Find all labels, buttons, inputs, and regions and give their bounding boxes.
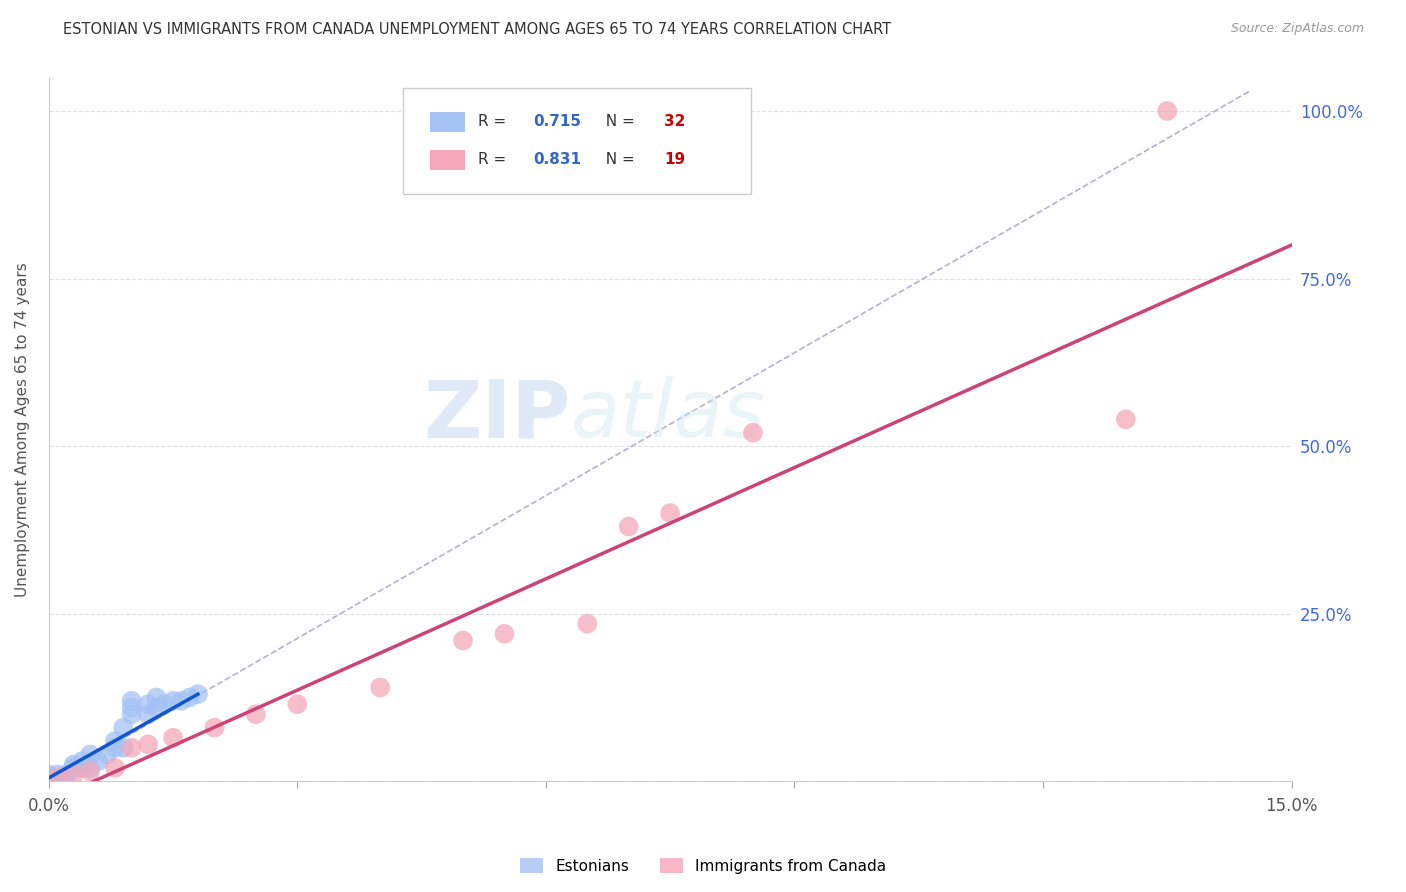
Point [576,616,599,631]
Text: R =: R = [478,153,510,168]
Text: 0.715: 0.715 [533,114,582,129]
Point [1156,103,1178,118]
Point [62,757,84,772]
Point [70,761,93,775]
Point [46,767,69,781]
Text: R =: R = [478,114,510,129]
Text: atlas: atlas [571,376,765,454]
Point [121,707,143,722]
Point [136,707,159,722]
Point [104,740,127,755]
Text: 0.831: 0.831 [533,153,582,168]
Point [187,687,209,701]
Y-axis label: Unemployment Among Ages 65 to 74 years: Unemployment Among Ages 65 to 74 years [15,262,30,597]
Point [121,694,143,708]
Point [38,774,60,789]
Text: 32: 32 [664,114,685,129]
Point [121,740,143,755]
Point [136,697,159,711]
Point [79,747,101,762]
Point [494,627,516,641]
Point [179,690,201,705]
Point [170,694,193,708]
Point [145,700,167,714]
Point [38,771,60,785]
Point [659,506,682,520]
Point [104,761,127,775]
Point [53,767,76,781]
Point [104,734,127,748]
Point [617,519,640,533]
Point [79,761,101,775]
Point [162,694,184,708]
Point [1115,412,1137,426]
Point [46,774,69,789]
Point [145,690,167,705]
Point [112,740,135,755]
Text: ESTONIAN VS IMMIGRANTS FROM CANADA UNEMPLOYMENT AMONG AGES 65 TO 74 YEARS CORREL: ESTONIAN VS IMMIGRANTS FROM CANADA UNEMP… [63,22,891,37]
Point [368,681,391,695]
FancyBboxPatch shape [430,112,465,132]
Point [62,761,84,775]
Text: 19: 19 [664,153,685,168]
Point [121,700,143,714]
Point [112,721,135,735]
Point [742,425,765,440]
Text: N =: N = [596,153,640,168]
Point [53,771,76,785]
Point [70,754,93,768]
Text: Source: ZipAtlas.com: Source: ZipAtlas.com [1230,22,1364,36]
Point [153,697,176,711]
Point [38,767,60,781]
Point [285,697,308,711]
Point [87,754,110,768]
Point [451,633,474,648]
Point [62,767,84,781]
Point [245,707,267,722]
Text: N =: N = [596,114,640,129]
Legend: Estonians, Immigrants from Canada: Estonians, Immigrants from Canada [515,852,891,880]
Point [204,721,226,735]
Text: ZIP: ZIP [423,376,571,454]
Point [96,747,118,762]
FancyBboxPatch shape [430,150,465,169]
Point [162,731,184,745]
Point [136,738,159,752]
Point [79,764,101,779]
Point [46,771,69,785]
Point [46,771,69,785]
FancyBboxPatch shape [404,88,751,194]
